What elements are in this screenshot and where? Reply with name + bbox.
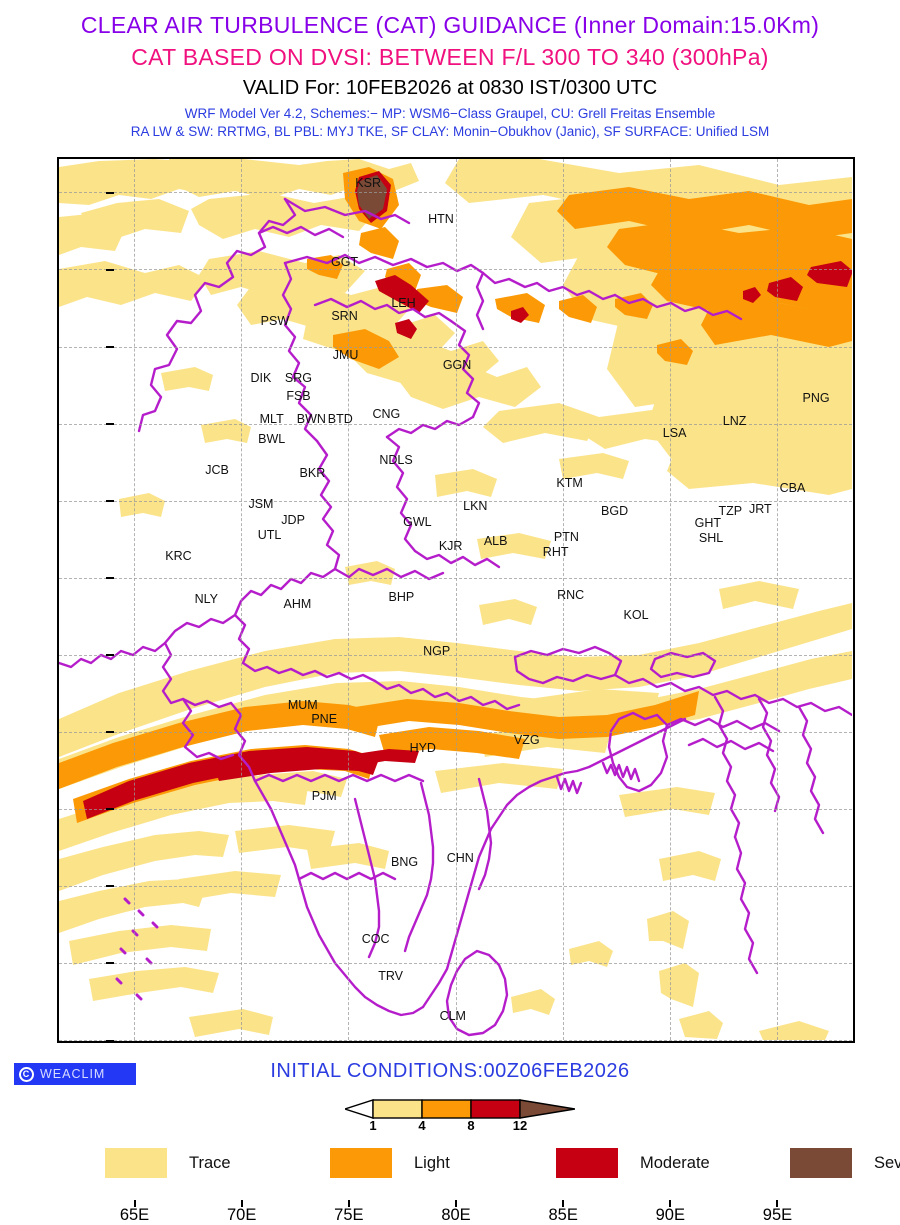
page-subtitle: CAT BASED ON DVSI: BETWEEN F/L 300 TO 34… (131, 44, 769, 70)
y-axis-tick (106, 731, 114, 734)
weaclim-label: WEACLIM (40, 1067, 106, 1081)
colorbar-tick-1: 1 (369, 1118, 377, 1133)
legend-swatch-severe (790, 1148, 852, 1178)
gridline-horizontal (59, 1040, 852, 1041)
legend-item-severe: Severe (790, 1148, 900, 1178)
y-axis-tick (106, 191, 114, 194)
legend-item-trace: Trace (105, 1148, 231, 1178)
y-axis-tick (106, 808, 114, 811)
legend-label-moderate: Moderate (640, 1153, 710, 1172)
y-axis-tick (106, 654, 114, 657)
y-axis-tick (106, 577, 114, 580)
valid-for-text: VALID For: 10FEB2026 at 0830 IST/0300 UT… (242, 77, 658, 99)
x-axis-label: 80E (441, 1206, 471, 1224)
colorbar (345, 1099, 575, 1119)
initial-conditions-text: INITIAL CONDITIONS:00Z06FEB2026 (270, 1060, 630, 1082)
y-axis-tick (106, 423, 114, 426)
legend-swatch-moderate (556, 1148, 618, 1178)
legend-label-severe: Severe (874, 1153, 900, 1172)
legend-label-light: Light (414, 1153, 450, 1172)
legend-swatch-light (330, 1148, 392, 1178)
colorbar-tick-4: 4 (418, 1118, 426, 1133)
map-contour-layer (59, 159, 852, 1040)
model-config-line-2: RA LW & SW: RRTMG, BL PBL: MYJ TKE, SF C… (130, 124, 770, 139)
y-axis-tick (106, 268, 114, 271)
x-axis-label: 75E (334, 1206, 364, 1224)
legend-swatch-trace (105, 1148, 167, 1178)
chart-header: CLEAR AIR TURBULENCE (CAT) GUIDANCE (Inn… (0, 0, 900, 155)
x-axis-label: 90E (655, 1206, 685, 1224)
legend-item-moderate: Moderate (556, 1148, 710, 1178)
y-axis-tick (106, 1039, 114, 1042)
copyright-icon: C (19, 1066, 34, 1082)
map-frame (57, 157, 855, 1043)
colorbar-tick-labels: 1 4 8 12 (345, 1118, 575, 1136)
y-axis-tick (106, 346, 114, 348)
model-config-line-1: WRF Model Ver 4.2, Schemes:− MP: WSM6−Cl… (184, 106, 716, 121)
legend-label-trace: Trace (189, 1153, 231, 1172)
x-axis-label: 70E (226, 1206, 257, 1224)
y-axis-tick (106, 962, 114, 965)
page-title: CLEAR AIR TURBULENCE (CAT) GUIDANCE (Inn… (80, 12, 820, 38)
legend-item-light: Light (330, 1148, 450, 1178)
y-axis-tick (106, 885, 114, 888)
x-axis-label: 85E (548, 1206, 578, 1224)
x-axis-label: 95E (762, 1206, 793, 1224)
cat-guidance-map[interactable]: KSR HTN GGT LEH PSW SRN JMU GGN DIK SRG FSB MLT BWN B… (57, 157, 855, 1224)
severity-legend: Trace Light Moderate Severe (0, 1148, 900, 1188)
y-axis-tick (106, 500, 114, 503)
colorbar-tick-12: 12 (512, 1118, 528, 1133)
colorbar-tick-8: 8 (467, 1118, 475, 1133)
weaclim-logo: C WEACLIM (14, 1063, 136, 1085)
x-axis-label: 65E (119, 1206, 150, 1224)
